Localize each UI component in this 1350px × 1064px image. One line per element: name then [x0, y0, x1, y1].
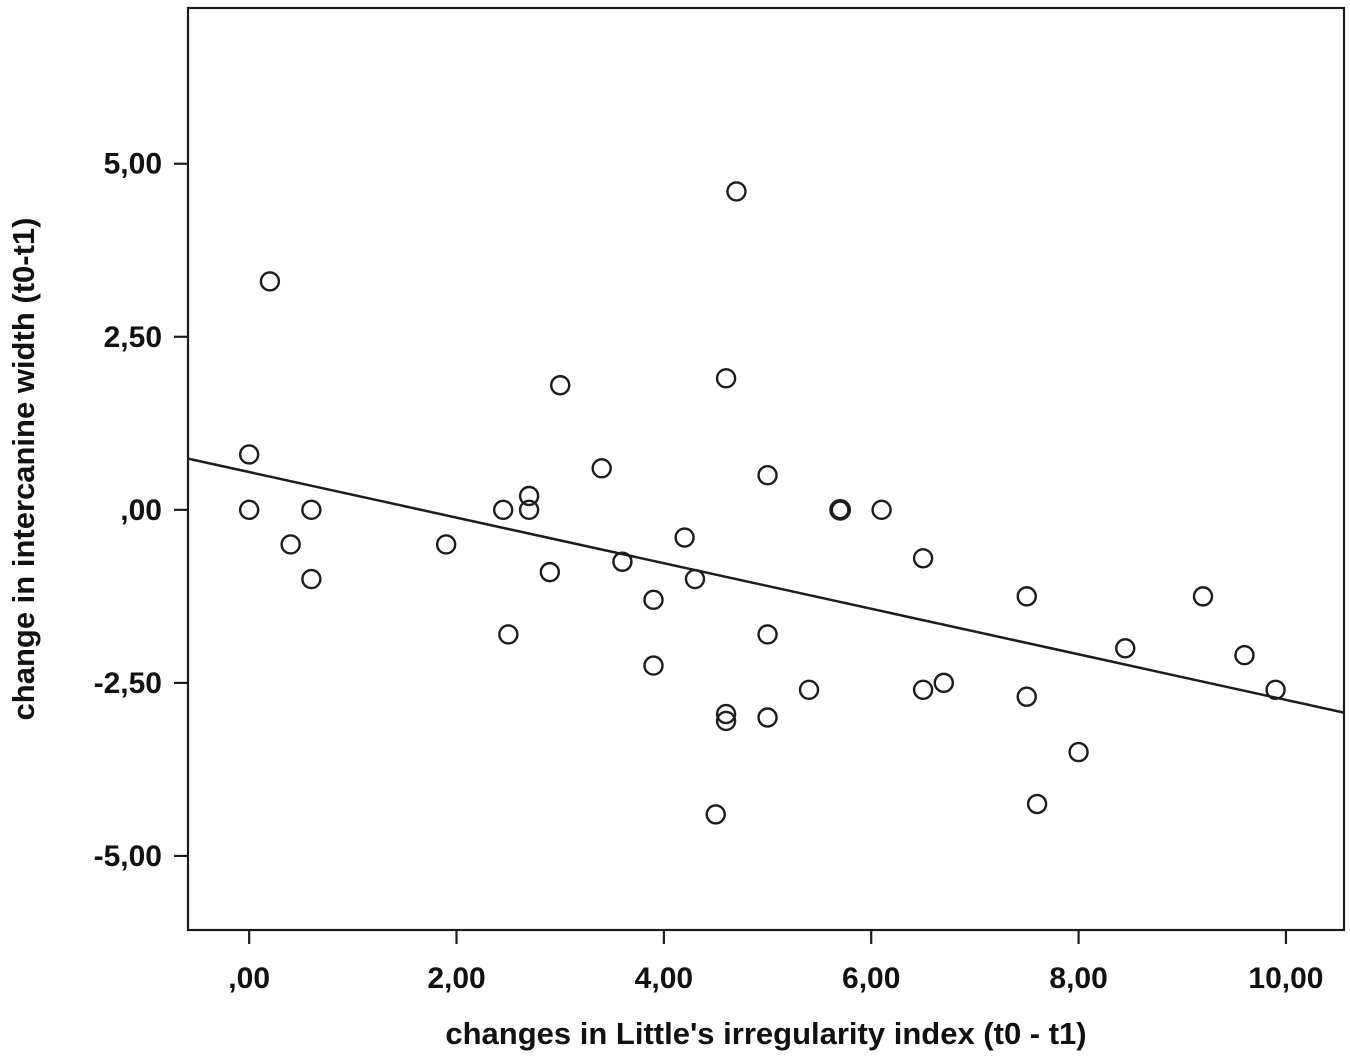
- data-point: [259, 271, 281, 292]
- data-point: [715, 703, 737, 725]
- data-point: [1192, 586, 1214, 607]
- data-point: [280, 534, 301, 555]
- x-tick-label: 2,00: [427, 962, 485, 995]
- data-point: [674, 527, 695, 548]
- y-tick-label: 2,50: [104, 321, 162, 354]
- y-tick-label: 5,00: [104, 148, 162, 181]
- data-point: [726, 181, 747, 202]
- data-point: [705, 804, 726, 825]
- data-point: [435, 534, 457, 555]
- data-point: [757, 707, 778, 728]
- data-point: [933, 672, 955, 694]
- x-tick-label: ,00: [228, 962, 270, 995]
- data-point: [498, 624, 519, 645]
- data-point: [518, 499, 540, 521]
- x-tick-label: 6,00: [842, 962, 900, 995]
- data-point: [492, 499, 514, 521]
- data-point: [643, 589, 664, 611]
- data-point: [539, 561, 561, 583]
- data-point: [238, 444, 260, 465]
- data-point: [912, 548, 934, 569]
- data-point: [1026, 793, 1048, 815]
- data-point: [301, 499, 322, 521]
- data-point: [591, 458, 612, 479]
- y-tick-label: -5,00: [94, 840, 162, 873]
- data-point: [1115, 638, 1136, 659]
- data-point: [757, 465, 778, 486]
- data-point: [757, 624, 778, 645]
- plot-frame: [186, 6, 1346, 932]
- y-tick-label: ,00: [120, 494, 162, 527]
- x-axis-title: changes in Little's irregularity index (…: [445, 1016, 1086, 1051]
- x-tick-label: 4,00: [635, 962, 693, 995]
- data-point: [912, 679, 934, 701]
- plot-layer: ,00 2,00 4,00 6,00 8,00 10,00 5,00 2,50 ,00 -2,50…: [94, 6, 1346, 995]
- x-tick-label: 8,00: [1049, 962, 1107, 995]
- data-point: [643, 655, 664, 676]
- data-point: [238, 499, 260, 521]
- data-point: [1016, 586, 1037, 607]
- data-point: [798, 679, 820, 701]
- data-point: [518, 485, 540, 507]
- data-point: [1068, 741, 1089, 763]
- data-point: [612, 551, 633, 572]
- data-point: [684, 568, 706, 590]
- data-point: [715, 710, 737, 732]
- data-point: [550, 375, 571, 396]
- x-tick-label: 10,00: [1248, 962, 1323, 995]
- y-axis-title: change in intercanine width (t0-t1): [6, 218, 41, 721]
- data-point: [1265, 679, 1286, 701]
- data-point: [715, 368, 737, 389]
- data-point: [1016, 686, 1037, 707]
- data-point: [1234, 644, 1255, 666]
- y-tick-label: -2,50: [94, 667, 162, 700]
- data-point: [301, 568, 322, 590]
- regression-line: [187, 457, 1345, 714]
- data-point: [829, 498, 852, 521]
- data-point: [871, 499, 892, 521]
